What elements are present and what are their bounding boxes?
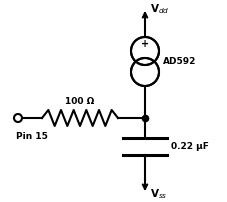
Text: V$_{ss}$: V$_{ss}$ <box>149 187 167 201</box>
Text: 100 Ω: 100 Ω <box>65 97 94 106</box>
Circle shape <box>131 59 158 85</box>
Text: V$_{dd}$: V$_{dd}$ <box>149 2 169 16</box>
Circle shape <box>131 38 158 64</box>
Text: AD592: AD592 <box>162 57 195 66</box>
Text: 0.22 μF: 0.22 μF <box>170 142 208 151</box>
Text: +: + <box>140 39 148 49</box>
Text: Pin 15: Pin 15 <box>16 132 48 141</box>
